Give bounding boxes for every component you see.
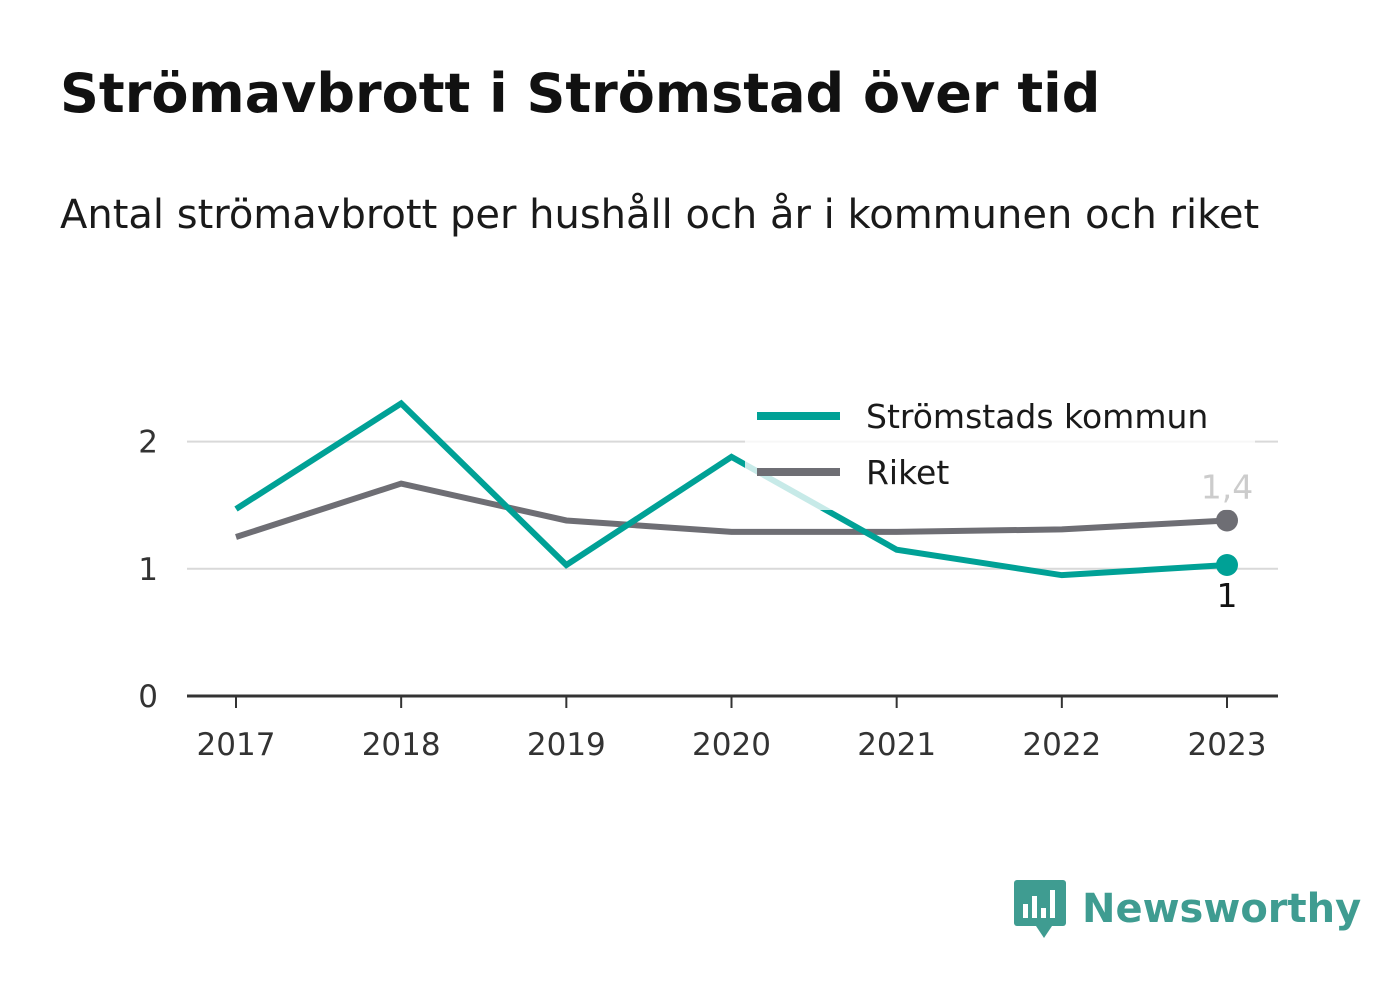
x-tick-label: 2020 [692, 727, 771, 763]
series-end-point-1 [1216, 509, 1238, 532]
legend-label: Strömstads kommun [866, 397, 1208, 436]
legend-label: Riket [866, 453, 949, 492]
x-tick-label: 2022 [1022, 727, 1101, 763]
series-line-0 [234, 399, 1228, 579]
x-axis: 2017 2018 2019 2020 2021 2022 2023 [187, 694, 1278, 763]
series-lines [234, 399, 1238, 579]
end-label-riket: 1,4 [1201, 467, 1253, 506]
series-line-1 [235, 480, 1228, 540]
newsworthy-logo: Newsworthy [1012, 878, 1361, 940]
chart-title: Strömavbrott i Strömstad över tid [60, 62, 1101, 125]
chart-subtitle: Antal strömavbrott per hushåll och år i … [60, 192, 1260, 238]
series-end-point-0 [1216, 553, 1238, 576]
y-tick-label: 2 [138, 425, 158, 461]
y-axis: 0 1 2 [138, 425, 158, 715]
x-tick-label: 2019 [527, 727, 606, 763]
legend: Strömstads kommun Riket [745, 386, 1255, 510]
end-label-stromstad: 1 [1217, 576, 1238, 615]
x-tick-label: 2023 [1188, 727, 1267, 763]
y-tick-label: 0 [138, 679, 158, 715]
x-tick-label: 2021 [857, 727, 936, 763]
end-labels: 1,41 [1201, 467, 1253, 615]
x-tick-label: 2018 [362, 727, 441, 763]
x-tick-label: 2017 [197, 727, 276, 763]
y-tick-label: 1 [138, 552, 158, 588]
legend-background [745, 386, 1255, 510]
brand-name: Newsworthy [1082, 886, 1362, 932]
newsworthy-logo-icon [1014, 880, 1066, 938]
